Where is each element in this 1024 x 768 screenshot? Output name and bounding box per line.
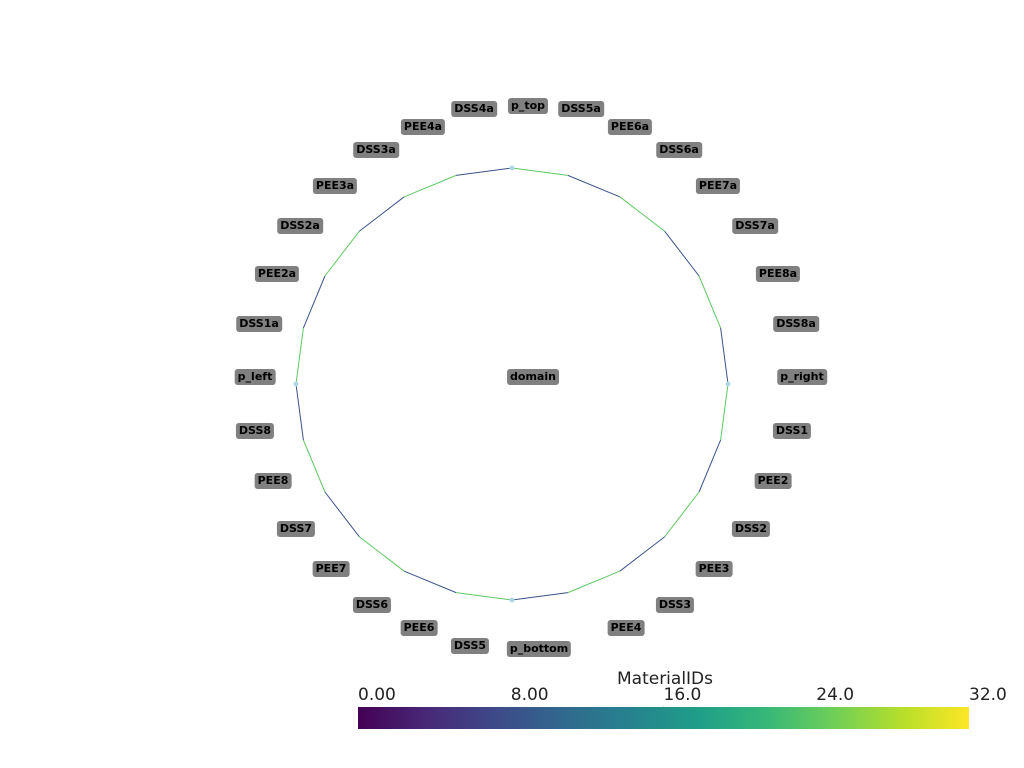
label: DSS2a xyxy=(277,218,323,234)
boundary-edge xyxy=(511,592,568,601)
colorbar-tick-label: 16.0 xyxy=(663,685,702,705)
boundary-edge xyxy=(302,439,326,493)
boundary-edge xyxy=(567,570,621,594)
label: DSS8a xyxy=(773,316,819,332)
colorbar-tick-label: 0.00 xyxy=(358,685,396,705)
label: p_bottom xyxy=(506,641,572,657)
point xyxy=(293,381,299,387)
point xyxy=(509,597,515,603)
label: PEE3 xyxy=(695,561,733,577)
label: PEE7a xyxy=(695,178,741,194)
label: p_right xyxy=(777,369,827,385)
label: PEE3a xyxy=(312,178,358,194)
boundary-edge xyxy=(302,275,326,329)
label: PEE6a xyxy=(607,119,653,135)
label: PEE2 xyxy=(754,473,792,489)
colorbar-tick-label: 24.0 xyxy=(816,685,855,705)
colorbar-tick-label: 8.00 xyxy=(510,685,549,705)
boundary-edge xyxy=(324,491,360,538)
label: DSS2 xyxy=(731,521,771,537)
boundary-edge xyxy=(720,328,729,385)
label: PEE6 xyxy=(400,620,438,636)
boundary-edge xyxy=(567,174,621,198)
boundary-edge xyxy=(358,536,405,572)
label: DSS1 xyxy=(772,423,812,439)
boundary-edge xyxy=(720,383,729,440)
colorbar xyxy=(358,707,969,729)
label: PEE2a xyxy=(254,266,300,282)
label: domain xyxy=(507,369,559,385)
label: p_top xyxy=(507,98,549,114)
label: PEE8a xyxy=(755,266,801,282)
boundary-edge xyxy=(698,275,722,329)
boundary-edge xyxy=(511,167,568,176)
boundary-edge xyxy=(698,439,722,493)
boundary-edge xyxy=(295,383,304,440)
boundary-edge xyxy=(456,592,513,601)
label: PEE8 xyxy=(254,473,292,489)
boundary-edge xyxy=(456,167,513,176)
label: p_left xyxy=(234,369,276,385)
boundary-edge xyxy=(324,230,360,277)
label: DSS8 xyxy=(235,423,275,439)
label: PEE4 xyxy=(607,620,645,636)
point xyxy=(509,165,515,171)
boundary-edge xyxy=(403,570,457,594)
label: DSS6a xyxy=(656,142,702,158)
colorbar-title: MaterialIDs xyxy=(616,669,714,689)
boundary-edge xyxy=(664,491,700,538)
point xyxy=(725,381,731,387)
label: PEE7 xyxy=(312,561,350,577)
label: DSS5a xyxy=(558,101,604,117)
label: DSS5 xyxy=(450,638,490,654)
label: DSS3 xyxy=(655,597,695,613)
colorbar-tick-label: 32.0 xyxy=(969,685,1007,705)
boundary-edge xyxy=(619,536,666,572)
label: DSS6 xyxy=(352,597,392,613)
label: DSS7a xyxy=(732,218,778,234)
boundary-edge xyxy=(664,230,700,277)
boundary-edge xyxy=(295,328,304,385)
boundary-edge xyxy=(358,196,405,232)
label: DSS4a xyxy=(451,101,497,117)
boundary-edge xyxy=(619,196,666,232)
label: DSS3a xyxy=(353,142,399,158)
label: DSS1a xyxy=(236,316,282,332)
boundary-edge xyxy=(403,174,457,198)
label: PEE4a xyxy=(400,119,446,135)
label: DSS7 xyxy=(276,521,316,537)
